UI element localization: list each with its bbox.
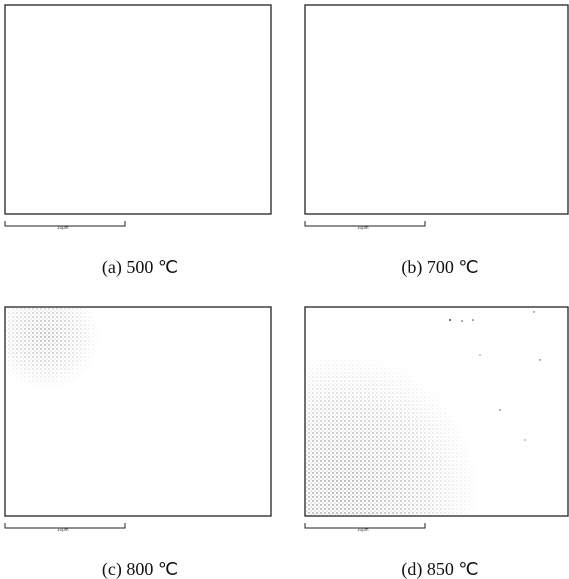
scale-label: 10μm bbox=[57, 225, 69, 230]
precipitate-dots bbox=[306, 308, 568, 515]
caption: (d) 850 ℃ bbox=[401, 559, 478, 579]
figure: 10μm (a) 500 ℃ 10μm (b) 700 ℃ 10μm (c) 8… bbox=[0, 0, 569, 579]
page: 10μm (a) 500 ℃ 10μm (b) 700 ℃ 10μm (c) 8… bbox=[0, 0, 569, 579]
caption: (b) 700 ℃ bbox=[401, 257, 478, 278]
panel-d: 10μm (d) 850 ℃ bbox=[305, 307, 568, 579]
micrograph bbox=[305, 5, 568, 214]
precipitate-dots bbox=[6, 308, 270, 515]
scale-label: 10μm bbox=[357, 527, 369, 532]
panel-c: 10μm (c) 800 ℃ bbox=[5, 307, 271, 579]
panel-a: 10μm (a) 500 ℃ bbox=[5, 5, 271, 278]
caption: (a) 500 ℃ bbox=[102, 257, 178, 278]
scale-label: 10μm bbox=[57, 527, 69, 532]
caption: (c) 800 ℃ bbox=[102, 559, 178, 579]
micrograph bbox=[5, 5, 271, 214]
panel-b: 10μm (b) 700 ℃ bbox=[305, 5, 568, 278]
scale-label: 10μm bbox=[357, 225, 369, 230]
